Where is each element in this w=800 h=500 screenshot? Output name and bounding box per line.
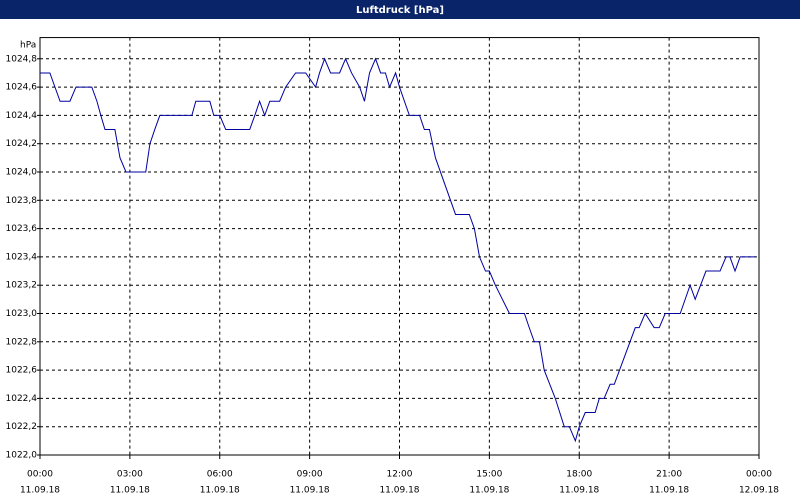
title-bar [0, 0, 800, 19]
x-tick-label: 09:00 [297, 470, 323, 480]
x-tick-label: 00:00 [746, 470, 772, 480]
y-tick-label: 1023,0 [6, 309, 38, 319]
x-tick-label: 15:00 [476, 470, 502, 480]
y-tick-label: 1022,0 [6, 451, 38, 461]
y-tick-label: 1024,4 [6, 111, 38, 121]
x-tick-label: 18:00 [566, 470, 592, 480]
y-axis-label: hPa [20, 41, 36, 51]
x-tick-label: 00:00 [27, 470, 53, 480]
x-tick-label: 03:00 [117, 470, 143, 480]
x-tick-date: 11.09.18 [110, 486, 150, 496]
x-tick-date: 11.09.18 [200, 486, 240, 496]
x-tick-label: 12:00 [387, 470, 413, 480]
y-tick-label: 1024,6 [6, 83, 38, 93]
x-tick-date: 11.09.18 [559, 486, 599, 496]
x-tick-date: 11.09.18 [649, 486, 689, 496]
y-tick-label: 1023,6 [6, 224, 38, 234]
y-tick-label: 1022,2 [6, 422, 38, 432]
data-line [40, 57, 757, 443]
x-tick-label: 06:00 [207, 470, 233, 480]
y-tick-label: 1023,4 [6, 252, 38, 262]
x-tick-date: 11.09.18 [379, 486, 419, 496]
y-tick-label: 1022,8 [6, 337, 38, 347]
y-tick-label: 1022,4 [6, 394, 38, 404]
y-tick-label: 1022,6 [6, 366, 38, 376]
x-tick-date: 11.09.18 [469, 486, 509, 496]
y-tick-label: 1024,0 [6, 168, 38, 178]
y-tick-label: 1023,8 [6, 196, 38, 206]
y-tick-label: 1024,8 [6, 54, 38, 64]
chart-title: Luftdruck [hPa] [356, 5, 444, 16]
x-tick-date: 11.09.18 [20, 486, 60, 496]
plot-frame [39, 37, 760, 456]
x-tick-label: 21:00 [656, 470, 682, 480]
y-tick-label: 1024,2 [6, 139, 38, 149]
x-tick-date: 11.09.18 [290, 486, 330, 496]
x-tick-date: 12.09.18 [739, 486, 779, 496]
y-tick-label: 1023,2 [6, 281, 38, 291]
